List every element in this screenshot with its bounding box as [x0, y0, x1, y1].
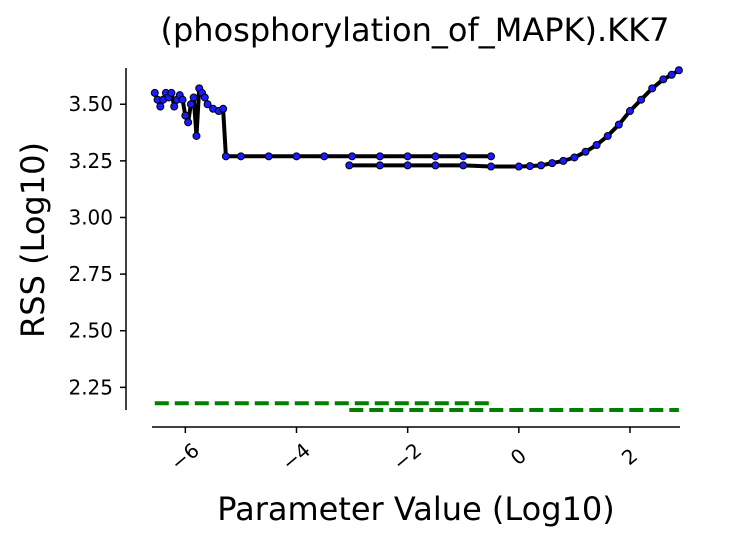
y-tick-label: 3.50 — [68, 92, 113, 116]
data-point — [637, 95, 646, 104]
data-point — [186, 100, 195, 109]
data-point — [167, 88, 176, 97]
y-tick-label: 2.25 — [68, 375, 113, 399]
data-point — [320, 152, 329, 161]
x-tick-label: 2 — [617, 443, 642, 470]
data-point — [592, 141, 601, 150]
data-point — [150, 88, 159, 97]
y-tick-label: 3.25 — [68, 149, 113, 173]
data-point — [219, 104, 228, 113]
data-point — [403, 152, 412, 161]
data-point — [659, 75, 668, 84]
data-point — [203, 100, 212, 109]
y-axis-label: RSS (Log10) — [14, 142, 52, 338]
data-point — [348, 152, 357, 161]
data-point — [221, 152, 230, 161]
data-point — [431, 152, 440, 161]
data-point — [648, 84, 657, 93]
data-point — [603, 131, 612, 140]
data-point — [178, 95, 187, 104]
x-tick-label: −6 — [166, 438, 204, 475]
data-point — [375, 152, 384, 161]
data-point — [189, 93, 198, 102]
chart-title: (phosphorylation_of_MAPK).KK7 — [161, 11, 670, 49]
profile-line — [349, 68, 680, 169]
x-tick-label: −4 — [277, 438, 315, 475]
x-tick-label: −2 — [388, 438, 426, 475]
data-point — [170, 102, 179, 111]
data-point — [459, 161, 468, 170]
data-point — [184, 118, 193, 127]
data-point — [236, 152, 245, 161]
data-point — [559, 156, 568, 165]
data-point — [570, 153, 579, 162]
data-point — [525, 162, 534, 171]
data-point — [403, 161, 412, 170]
x-tick-label: 0 — [506, 443, 531, 470]
data-point — [200, 93, 209, 102]
data-point — [487, 162, 496, 171]
x-axis-label: Parameter Value (Log10) — [217, 490, 615, 528]
data-point — [625, 107, 634, 116]
data-point — [345, 161, 354, 170]
data-point — [674, 66, 683, 75]
data-point — [292, 152, 301, 161]
data-point — [192, 131, 201, 140]
y-tick-label: 2.75 — [68, 262, 113, 286]
data-point — [156, 102, 165, 111]
data-point — [181, 111, 190, 120]
data-point — [487, 152, 496, 161]
data-point — [459, 152, 468, 161]
axes: 2.25 2.50 2.75 3.00 3.25 3.50 −6 −4 −2 0 2 — [68, 68, 680, 475]
data-point — [581, 147, 590, 156]
y-tick-label: 2.50 — [68, 319, 113, 343]
data-point — [431, 161, 440, 170]
data-point — [537, 161, 546, 170]
data-point — [264, 152, 273, 161]
y-tick-label: 3.00 — [68, 205, 113, 229]
data-point — [514, 162, 523, 171]
data-point — [548, 159, 557, 168]
plot-area — [150, 66, 683, 412]
data-point — [667, 70, 676, 79]
data-point — [614, 120, 623, 129]
data-point — [375, 161, 384, 170]
